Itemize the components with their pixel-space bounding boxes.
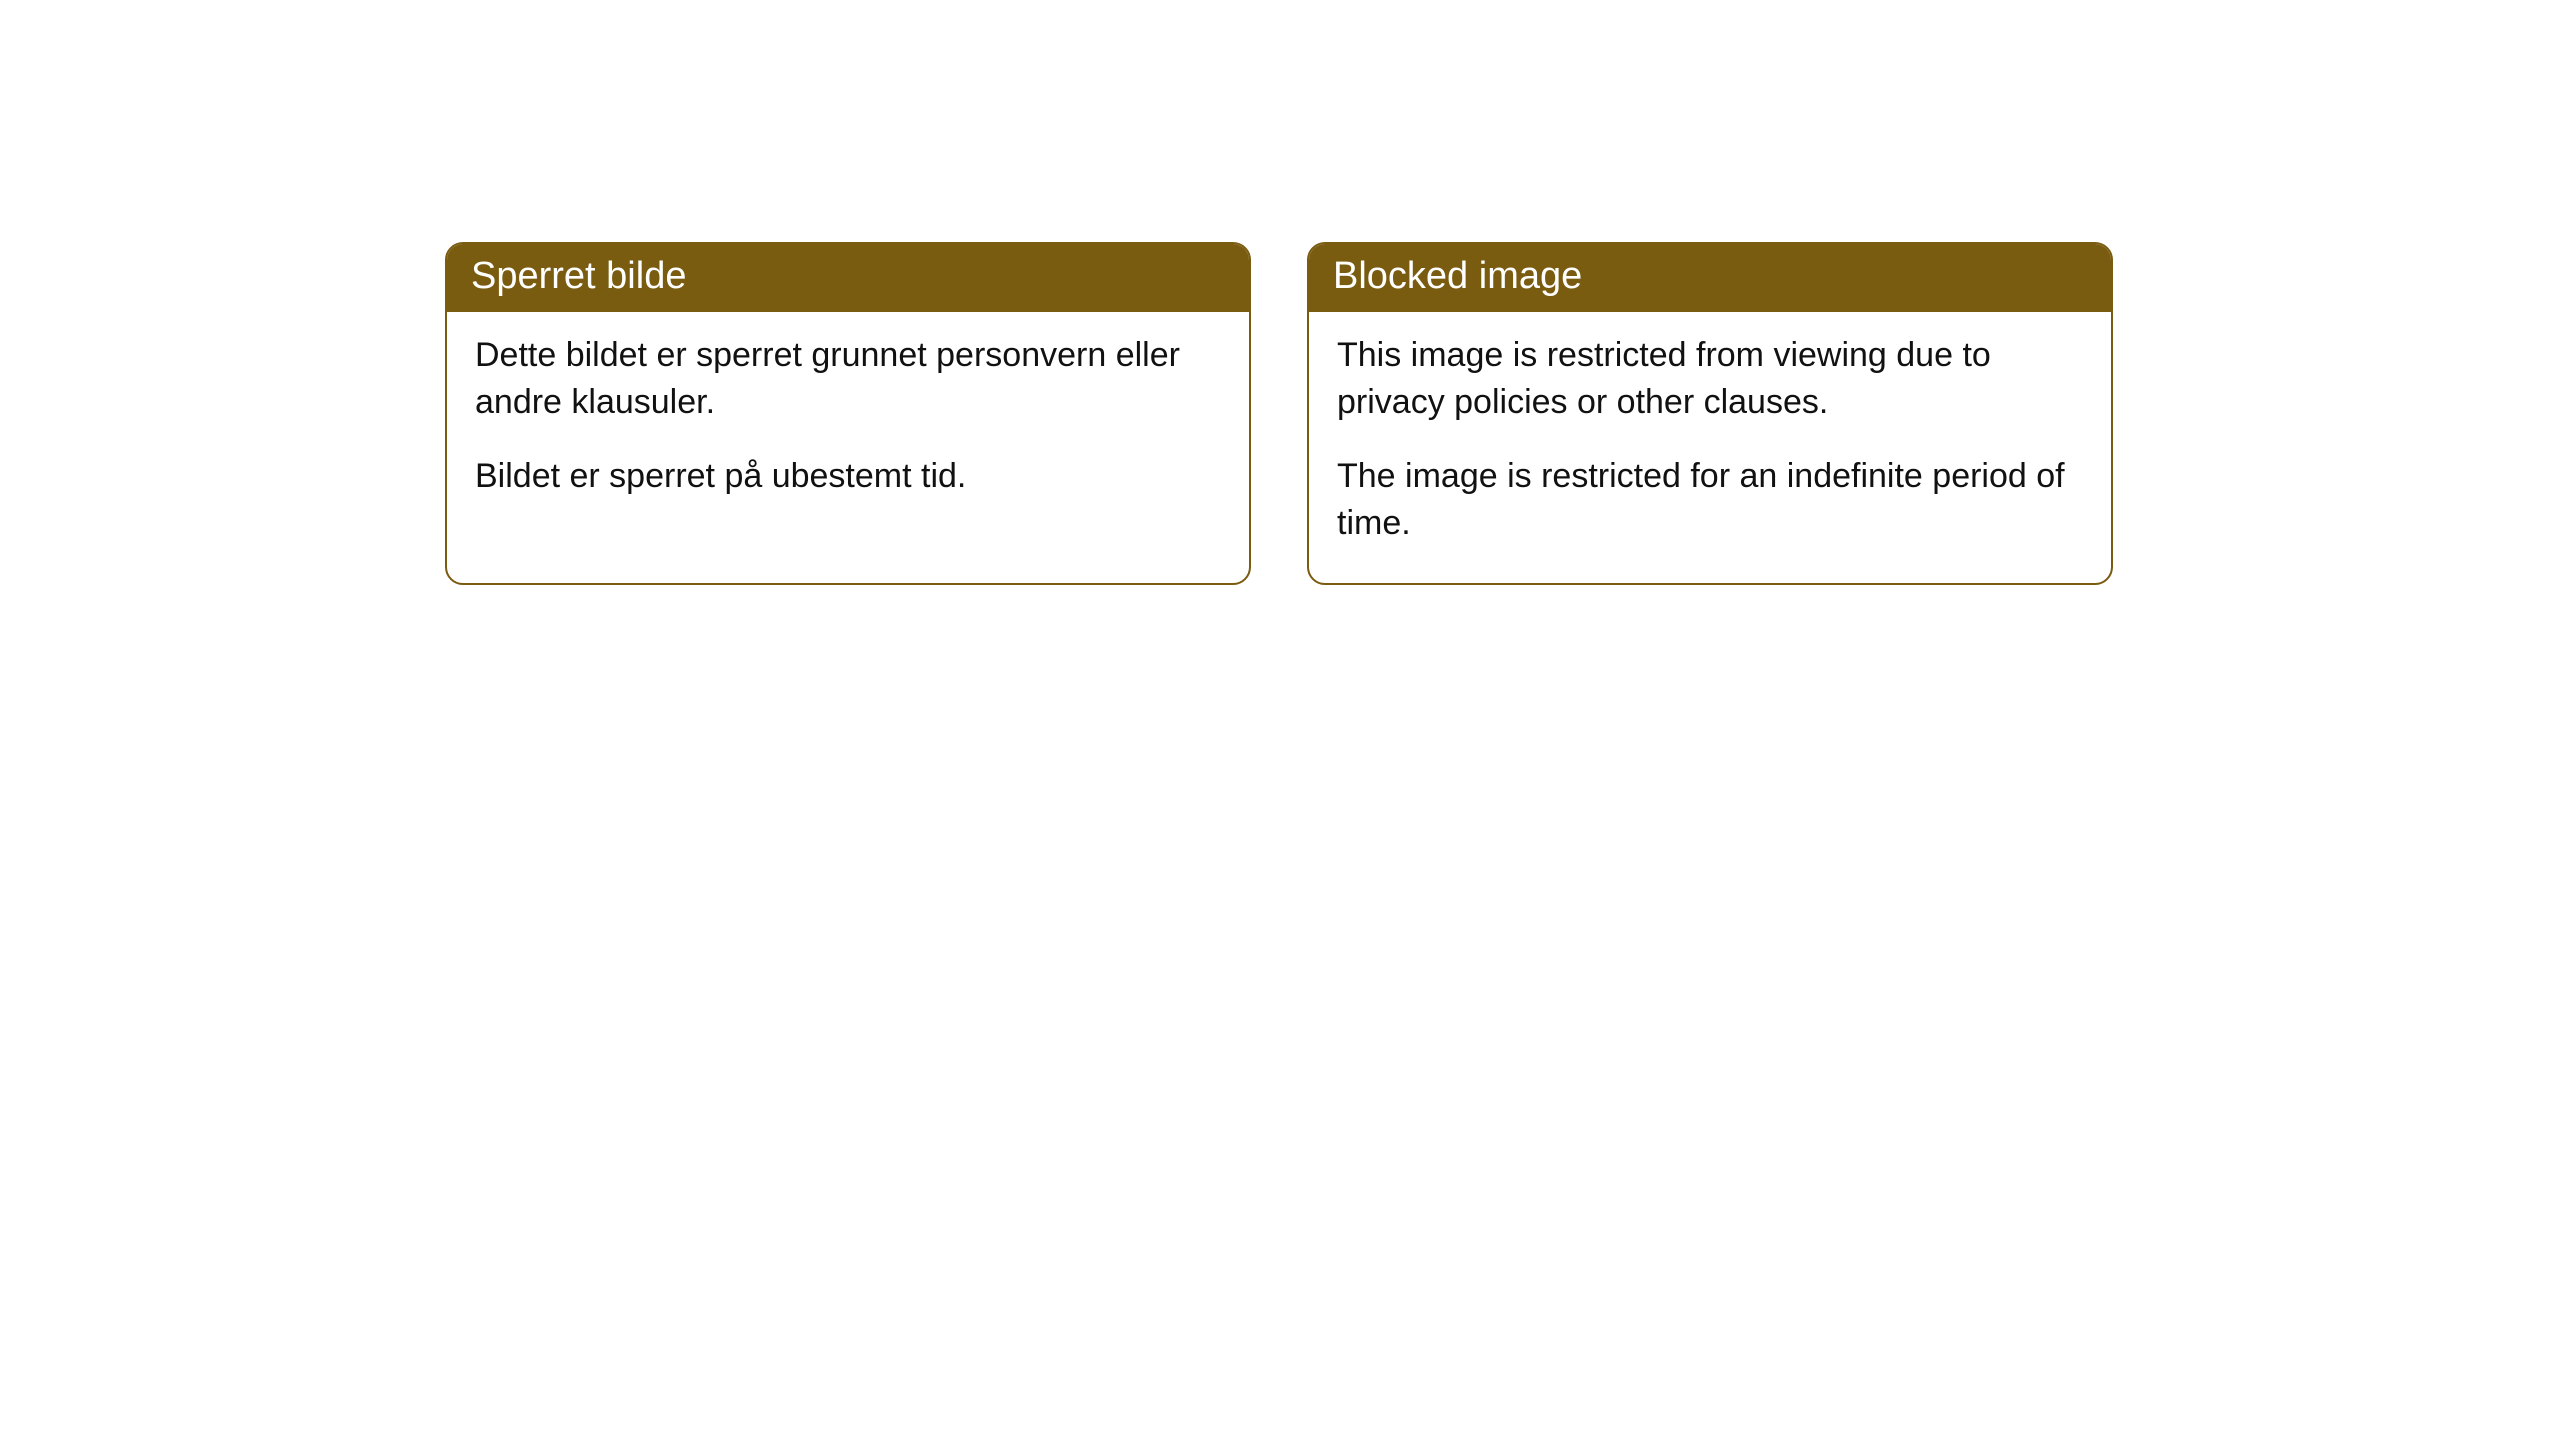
card-header-english: Blocked image [1309,244,2111,312]
card-body-english: This image is restricted from viewing du… [1309,312,2111,584]
notice-paragraph: Bildet er sperret på ubestemt tid. [475,453,1221,500]
card-body-norwegian: Dette bildet er sperret grunnet personve… [447,312,1249,537]
card-header-norwegian: Sperret bilde [447,244,1249,312]
notice-card-norwegian: Sperret bilde Dette bildet er sperret gr… [445,242,1251,585]
notice-paragraph: Dette bildet er sperret grunnet personve… [475,332,1221,426]
notice-container: Sperret bilde Dette bildet er sperret gr… [0,0,2560,585]
notice-card-english: Blocked image This image is restricted f… [1307,242,2113,585]
notice-paragraph: The image is restricted for an indefinit… [1337,453,2083,547]
notice-paragraph: This image is restricted from viewing du… [1337,332,2083,426]
